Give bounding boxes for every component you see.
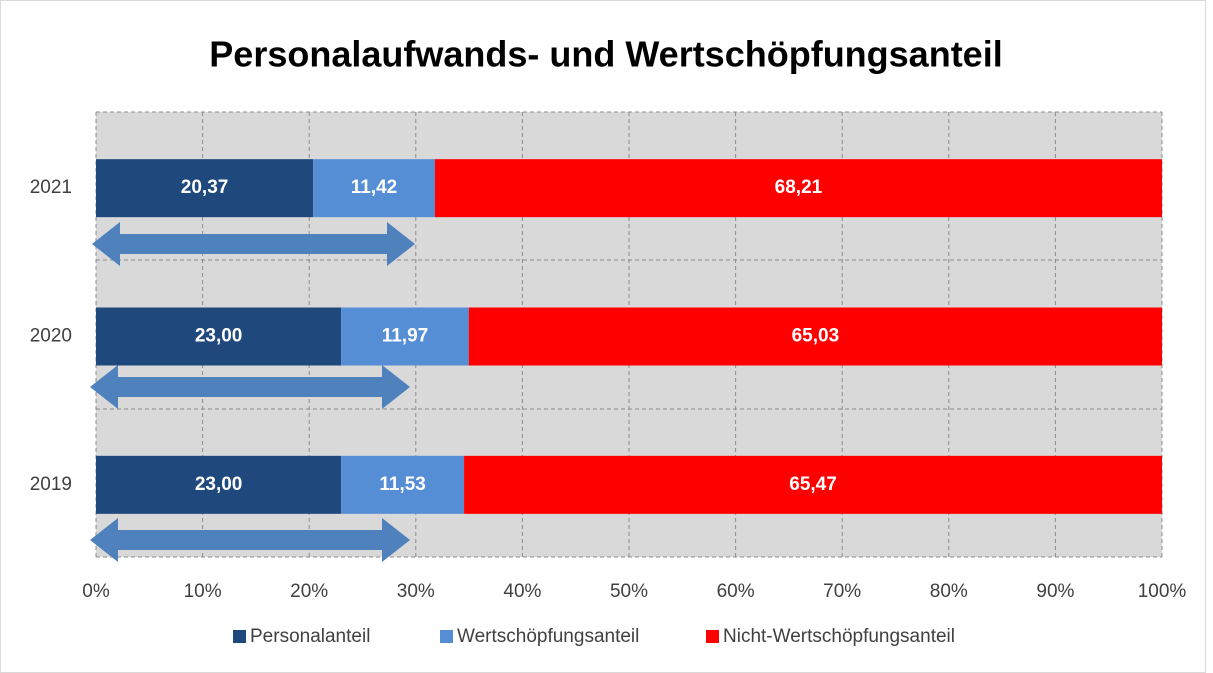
bar-segment (96, 455, 342, 514)
x-tick-label: 70% (823, 581, 861, 602)
y-tick-label: 2019 (30, 474, 72, 495)
value-label: 65,03 (792, 326, 840, 347)
bar-segment (434, 159, 1162, 218)
bar-segment (341, 455, 465, 514)
arrow (90, 365, 410, 409)
x-tick-label: 0% (82, 581, 110, 602)
x-tick-label: 50% (610, 581, 648, 602)
bar-segment (96, 307, 342, 366)
legend-swatch (706, 630, 719, 643)
x-tick-label: 80% (930, 581, 968, 602)
chart-title: Personalaufwands- und Wertschöpfungsante… (209, 34, 1002, 75)
legend-label: Nicht-Wertschöpfungsanteil (723, 626, 955, 647)
arrow (90, 518, 410, 562)
bars (96, 159, 1162, 514)
x-tick-label: 90% (1036, 581, 1074, 602)
value-label: 23,00 (195, 474, 243, 495)
bar-segment (313, 159, 435, 218)
bar-segment (341, 307, 469, 366)
x-tick-label: 20% (290, 581, 328, 602)
value-label: 20,37 (181, 177, 229, 198)
value-label: 65,47 (789, 474, 837, 495)
legend-swatch (440, 630, 453, 643)
legend-label: Personalanteil (250, 626, 370, 647)
x-tick-label: 30% (397, 581, 435, 602)
legend-label: Wertschöpfungsanteil (457, 626, 639, 647)
y-tick-label: 2021 (30, 177, 72, 198)
arrows (90, 222, 415, 562)
arrow (92, 222, 415, 266)
legend-swatch (233, 630, 246, 643)
x-tick-label: 40% (503, 581, 541, 602)
value-label: 11,53 (379, 474, 426, 495)
value-label: 23,00 (195, 326, 243, 347)
x-tick-label: 60% (717, 581, 755, 602)
bar-segment (468, 307, 1162, 366)
y-tick-label: 2020 (30, 326, 72, 347)
x-tick-label: 10% (184, 581, 222, 602)
value-label: 68,21 (775, 177, 823, 198)
labels: 0% 10% 20% 30% 40% 50% 60% 70% 80% 90% 100% 2021 20,… (30, 177, 1187, 647)
bar-segment (464, 455, 1162, 514)
value-label: 11,42 (351, 177, 398, 198)
value-label: 11,97 (382, 326, 429, 347)
x-tick-label: 100% (1138, 581, 1187, 602)
bar-segment (96, 159, 314, 218)
